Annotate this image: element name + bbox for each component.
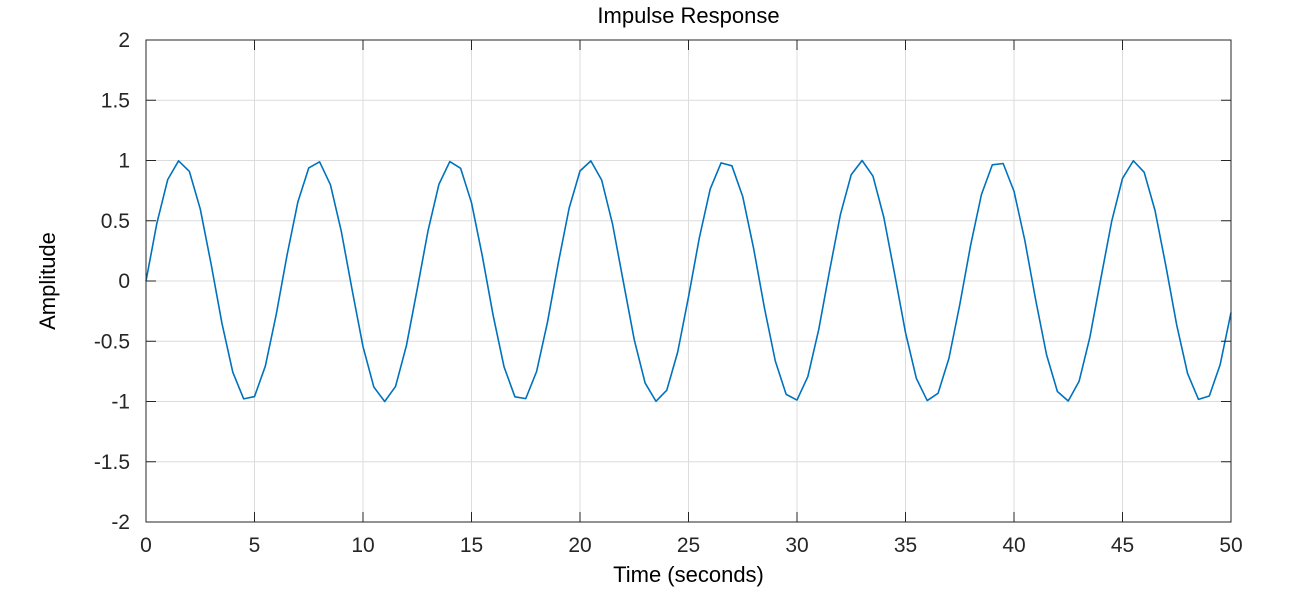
x-tick-label: 45 [1111, 534, 1134, 557]
x-tick-label: 15 [460, 534, 483, 557]
y-tick-label: -2 [111, 511, 130, 534]
y-tick-labels: 2 1.5 1 0.5 0 -0.5 -1 -1.5 -2 [94, 29, 130, 534]
x-tick-label: 20 [568, 534, 591, 557]
y-tick-label: -1 [111, 391, 130, 414]
x-tick-label: 0 [140, 534, 152, 557]
y-tick-label: -0.5 [94, 330, 130, 353]
x-tick-label: 10 [351, 534, 374, 557]
tick-marks [145, 39, 1232, 523]
x-axis-label: Time (seconds) [613, 562, 764, 587]
x-tick-labels: 0 5 10 15 20 25 30 35 40 45 50 [140, 534, 1243, 557]
x-tick-label: 5 [249, 534, 261, 557]
x-tick-label: 50 [1219, 534, 1242, 557]
y-tick-label: 2 [118, 29, 130, 52]
y-tick-label: 1.5 [101, 89, 130, 112]
chart-title: Impulse Response [597, 3, 779, 28]
x-tick-label: 25 [677, 534, 700, 557]
series-line-impulse-response [145, 159, 1232, 403]
y-tick-label: 0 [118, 270, 130, 293]
y-tick-label: 0.5 [101, 210, 130, 233]
y-tick-label: -1.5 [94, 451, 130, 474]
x-tick-label: 35 [894, 534, 917, 557]
x-tick-label: 40 [1002, 534, 1025, 557]
y-axis-label: Amplitude [35, 232, 60, 330]
x-tick-label: 30 [785, 534, 808, 557]
y-tick-label: 1 [118, 150, 130, 173]
